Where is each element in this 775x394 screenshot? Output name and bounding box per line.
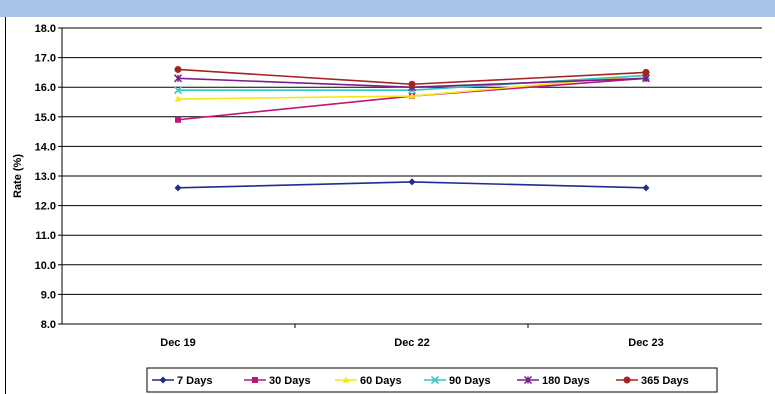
data-point-marker xyxy=(174,184,182,192)
data-point-marker xyxy=(523,375,533,385)
x-tick-labels: Dec 19 Dec 22 Dec 23 xyxy=(160,324,664,349)
data-point-marker xyxy=(623,376,631,384)
y-tick-label: 10.0 xyxy=(35,260,56,272)
legend-item: 7 Days xyxy=(152,375,212,387)
data-point-marker xyxy=(408,92,416,99)
y-tick-labels: 8.0 9.0 10.0 11.0 12.0 13.0 14.0 15.0 16.0 17.0 18… xyxy=(35,23,62,331)
y-tick-label: 11.0 xyxy=(35,230,56,242)
legend-label: 60 Days xyxy=(360,375,402,387)
y-tick-label: 9.0 xyxy=(41,289,56,301)
header-banner xyxy=(0,0,775,17)
data-point-marker xyxy=(174,95,182,102)
series-lines xyxy=(173,65,651,192)
data-point-marker xyxy=(252,377,258,383)
data-point-marker xyxy=(342,376,350,383)
y-axis-label: Rate (%) xyxy=(12,154,24,198)
legend-label: 180 Days xyxy=(542,375,590,387)
y-tick-label: 14.0 xyxy=(35,141,56,153)
legend-item: 365 Days xyxy=(616,375,689,387)
series-7-days xyxy=(174,178,650,192)
y-tick-label: 12.0 xyxy=(35,201,56,213)
x-tick-label: Dec 23 xyxy=(628,337,663,349)
data-point-marker xyxy=(641,74,651,83)
legend-label: 90 Days xyxy=(449,375,491,387)
legend: 7 Days 30 Days 60 Days 90 Days 180 Days 365 D… xyxy=(146,367,718,393)
legend-label: 365 Days xyxy=(641,375,689,387)
y-tick-label: 13.0 xyxy=(35,171,56,183)
data-point-marker xyxy=(408,178,416,186)
data-point-marker xyxy=(430,375,440,385)
data-point-marker xyxy=(642,68,650,76)
legend-label: 7 Days xyxy=(177,375,212,387)
y-tick-label: 16.0 xyxy=(35,82,56,94)
x-tick-label: Dec 22 xyxy=(394,337,429,349)
legend-label: 30 Days xyxy=(269,375,311,387)
data-point-marker xyxy=(175,116,181,123)
x-tick-label: Dec 19 xyxy=(160,337,195,349)
data-point-marker xyxy=(173,86,183,95)
data-point-marker xyxy=(408,80,416,88)
series-365-days xyxy=(174,65,650,88)
legend-item: 60 Days xyxy=(335,375,402,387)
data-point-marker xyxy=(174,65,182,73)
y-tick-label: 18.0 xyxy=(35,23,56,35)
frame-border xyxy=(5,17,6,394)
data-point-marker xyxy=(642,184,650,192)
y-tick-label: 8.0 xyxy=(41,319,56,331)
y-tick-label: 15.0 xyxy=(35,112,56,124)
legend-item: 30 Days xyxy=(244,375,311,387)
legend-item: 180 Days xyxy=(517,375,590,387)
y-tick-label: 17.0 xyxy=(35,53,56,65)
data-point-marker xyxy=(173,74,183,83)
legend-item: 90 Days xyxy=(424,375,491,387)
data-point-marker xyxy=(159,376,167,384)
